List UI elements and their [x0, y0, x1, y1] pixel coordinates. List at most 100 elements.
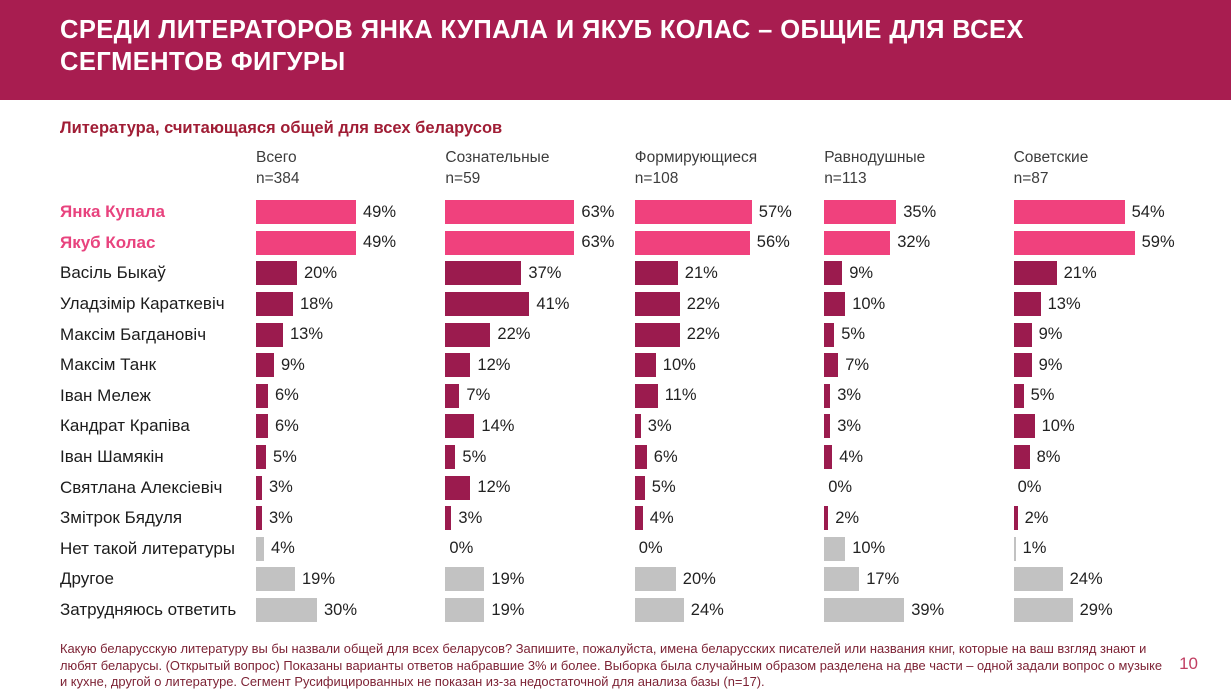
bar: [634, 230, 750, 255]
bar: [1013, 200, 1125, 225]
bar-cell: 20%: [256, 258, 445, 289]
bar-value: 8%: [1036, 447, 1061, 466]
bar: [634, 200, 752, 225]
bar-cell: 24%: [634, 595, 824, 626]
bar-value: 21%: [1063, 263, 1097, 282]
bar-value: 37%: [528, 263, 562, 282]
bar-value: 9%: [1038, 325, 1063, 344]
bar-cell: 7%: [445, 381, 634, 412]
bar-value: 19%: [491, 569, 525, 588]
bar: [824, 445, 833, 470]
bar-value: 0%: [828, 478, 853, 497]
bar-value: 30%: [324, 600, 358, 619]
bar-cell: 14%: [445, 411, 634, 442]
bar-cell: 63%: [445, 228, 634, 259]
bar-cell: 11%: [634, 381, 824, 412]
bar-cell: 3%: [634, 411, 824, 442]
column-header-n: n=59: [445, 169, 481, 187]
bar-cell: 1%: [1013, 534, 1203, 565]
row-label: Іван Шамякін: [60, 447, 164, 467]
bar: [824, 261, 843, 286]
bar-value: 22%: [686, 294, 720, 313]
bar-cell: 54%: [1013, 197, 1203, 228]
bar-cell: 9%: [1013, 319, 1203, 350]
bar: [256, 292, 293, 317]
bar: [824, 567, 860, 592]
bar-cell: 5%: [634, 472, 824, 503]
bar-cell: 10%: [824, 289, 1013, 320]
bar-cell: 6%: [256, 381, 445, 412]
bar-value: 4%: [271, 539, 295, 558]
bar-value: 19%: [302, 569, 336, 588]
chart-grid: Всего n=384 Сознательные n=59 Формирующиеся n…: [60, 148, 1203, 625]
bar: [256, 475, 262, 500]
bar-value: 5%: [651, 478, 676, 497]
column-header-n: n=384: [256, 169, 300, 187]
row-label: Змітрок Бядуля: [60, 508, 183, 528]
bar-cell: 19%: [445, 564, 634, 595]
bar-value: 12%: [477, 478, 511, 497]
bar-cell: 9%: [1013, 350, 1203, 381]
bar-cell: 12%: [445, 472, 634, 503]
row-label: Іван Мележ: [60, 385, 151, 405]
bar-value: 63%: [581, 233, 615, 252]
bar-value: 4%: [649, 508, 674, 527]
bar-cell: 10%: [824, 534, 1013, 565]
bar: [1013, 230, 1135, 255]
bar: [445, 414, 475, 439]
bar-cell: 29%: [1013, 595, 1203, 626]
bar-cell: 19%: [256, 564, 445, 595]
bar: [634, 261, 678, 286]
bar-value: 4%: [839, 447, 864, 466]
bar-cell: 13%: [1013, 289, 1203, 320]
bar-cell: 22%: [634, 289, 824, 320]
bar-cell: 4%: [824, 442, 1013, 473]
bar: [824, 506, 829, 531]
bar: [634, 383, 658, 408]
bar-value: 2%: [1024, 508, 1049, 527]
bar-cell: 49%: [256, 197, 445, 228]
bar-cell: 5%: [1013, 381, 1203, 412]
bar-cell: 30%: [256, 595, 445, 626]
bar: [445, 353, 471, 378]
bar-value: 0%: [449, 539, 474, 558]
bar-value: 57%: [758, 202, 792, 221]
row-label: Максім Багдановіч: [60, 324, 207, 344]
bar: [634, 322, 680, 347]
bar-cell: 22%: [634, 319, 824, 350]
bar-cell: 4%: [256, 534, 445, 565]
bar: [634, 475, 645, 500]
bar-cell: 8%: [1013, 442, 1203, 473]
bar-value: 3%: [647, 416, 672, 435]
bar-value: 3%: [269, 508, 293, 527]
bar-cell: 22%: [445, 319, 634, 350]
bar: [824, 322, 835, 347]
bar-cell: 0%: [445, 534, 634, 565]
column-header-label: Сознательные: [445, 149, 550, 166]
bar-value: 17%: [866, 569, 900, 588]
bar-chart: Всего n=384 Сознательные n=59 Формирующиеся n…: [60, 148, 1203, 625]
bar-value: 19%: [491, 600, 525, 619]
bar-cell: 9%: [256, 350, 445, 381]
bar: [256, 445, 266, 470]
bar: [824, 414, 831, 439]
row-label: Уладзімір Караткевіч: [60, 294, 225, 314]
bar-cell: 59%: [1013, 228, 1203, 259]
bar-value: 22%: [497, 325, 531, 344]
bar-cell: 41%: [445, 289, 634, 320]
bar-cell: 3%: [445, 503, 634, 534]
bar-value: 13%: [1047, 294, 1081, 313]
bar-value: 41%: [536, 294, 570, 313]
bar: [1013, 383, 1024, 408]
bar: [445, 292, 530, 317]
bar: [824, 353, 839, 378]
bar-value: 10%: [662, 355, 696, 374]
bar-value: 6%: [275, 386, 299, 405]
column-header-label: Формирующиеся: [634, 149, 758, 166]
bar-cell: 5%: [824, 319, 1013, 350]
bar-cell: 3%: [824, 381, 1013, 412]
bar: [256, 506, 262, 531]
bar: [445, 506, 452, 531]
bar-value: 24%: [690, 600, 724, 619]
bar-cell: 20%: [634, 564, 824, 595]
